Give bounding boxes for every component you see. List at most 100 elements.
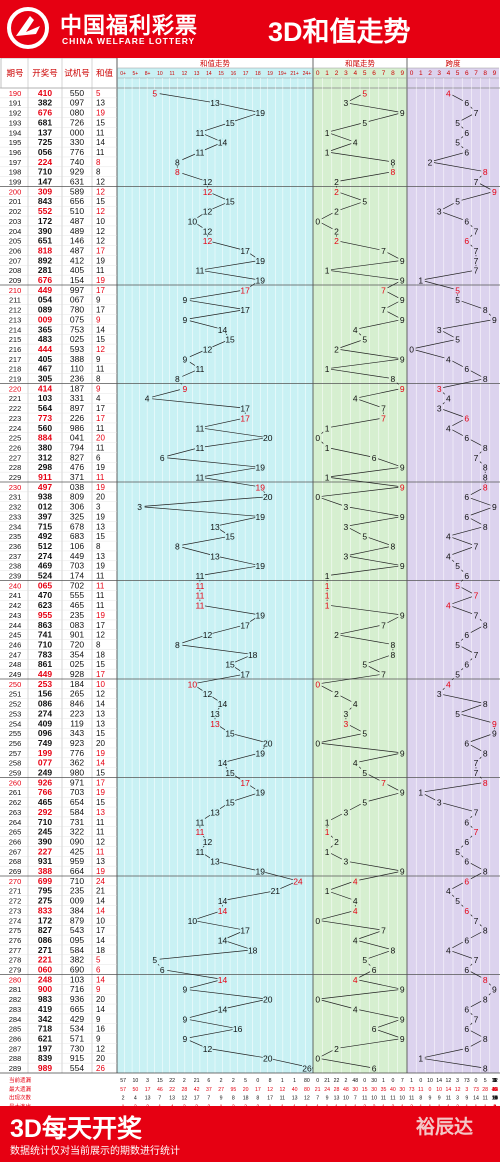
span-mark: 6 bbox=[464, 1024, 469, 1034]
sum-mark-bg bbox=[142, 394, 153, 403]
sum-mark-bg bbox=[217, 758, 228, 768]
span-mark: 6 bbox=[464, 817, 469, 827]
test-cell: 322 bbox=[70, 827, 84, 837]
sum-mark-bg bbox=[172, 640, 183, 649]
span-mark-bg bbox=[490, 729, 499, 738]
span-mark: 4 bbox=[446, 423, 451, 433]
sum-cell: 19 bbox=[96, 611, 105, 620]
span-mark-bg bbox=[481, 995, 490, 1004]
stats-value: 35 bbox=[381, 1087, 387, 1093]
tail-mark: 1 bbox=[325, 473, 330, 483]
span-mark-bg bbox=[453, 670, 462, 679]
test-cell: 753 bbox=[70, 324, 84, 334]
issue-cell: 229 bbox=[9, 473, 22, 482]
draw-cell: 483 bbox=[38, 334, 52, 344]
tail-mark: 1 bbox=[325, 886, 330, 896]
sum-cell: 19 bbox=[96, 562, 105, 571]
stats-value: 7 bbox=[207, 1096, 210, 1102]
sum-mark: 19 bbox=[255, 610, 265, 620]
tail-mark: 2 bbox=[334, 1044, 339, 1054]
sum-mark: 19 bbox=[255, 276, 265, 286]
stats-value: 12 bbox=[304, 1096, 310, 1102]
stats-value: 2 bbox=[146, 1104, 149, 1106]
sum-mark-bg bbox=[210, 807, 220, 817]
sum-mark: 11 bbox=[196, 147, 205, 157]
span-mark: 7 bbox=[474, 955, 479, 965]
stats-value: 9 bbox=[429, 1096, 432, 1102]
span-mark-bg bbox=[435, 689, 444, 699]
tail-mark-bg bbox=[398, 610, 407, 620]
span-mark-bg bbox=[472, 955, 480, 965]
test-cell: 726 bbox=[70, 117, 84, 127]
sum-cell: 11 bbox=[96, 828, 105, 837]
span-mark: 6 bbox=[464, 128, 469, 138]
stats-value: 12 bbox=[267, 1087, 273, 1093]
test-cell: 235 bbox=[70, 886, 84, 896]
stats-value: 15 bbox=[492, 1096, 498, 1102]
span-mark-bg bbox=[462, 1024, 471, 1034]
stats-value: 30 bbox=[371, 1087, 377, 1093]
tail-mark-bg bbox=[388, 167, 397, 177]
tail-mark: 1 bbox=[325, 581, 330, 591]
sum-mark-bg bbox=[240, 670, 251, 679]
draw-cell: 248 bbox=[38, 974, 52, 984]
sum-cell: 19 bbox=[96, 749, 105, 758]
span-mark-bg bbox=[462, 98, 471, 108]
tail-mark: 9 bbox=[400, 867, 405, 877]
draw-cell: 419 bbox=[38, 1004, 52, 1014]
span-mark-bg bbox=[472, 610, 480, 620]
draw-cell: 086 bbox=[38, 935, 52, 945]
sum-cell: 20 bbox=[96, 493, 105, 502]
sum-mark: 11 bbox=[196, 128, 205, 138]
sum-mark-bg bbox=[202, 177, 213, 186]
sum-cell: 3 bbox=[96, 503, 101, 512]
sum-cell: 14 bbox=[96, 936, 105, 945]
tail-col-header: 2 bbox=[335, 70, 339, 77]
draw-cell: 861 bbox=[38, 659, 52, 669]
sum-mark: 12 bbox=[203, 689, 213, 699]
sum-cell: 8 bbox=[96, 375, 101, 384]
sum-mark-bg bbox=[217, 935, 228, 945]
tail-mark-bg bbox=[323, 581, 332, 590]
stats-value: 4 bbox=[134, 1096, 137, 1102]
draw-cell: 274 bbox=[38, 551, 52, 561]
stats-label: 出现次数 bbox=[9, 1094, 32, 1102]
tail-mark: 7 bbox=[381, 620, 386, 630]
slogan: 3D每天开奖 bbox=[10, 1115, 142, 1143]
tail-mark-bg bbox=[398, 295, 407, 305]
sum-cell: 19 bbox=[96, 788, 105, 797]
tail-mark-bg bbox=[323, 886, 332, 896]
tail-mark-bg bbox=[323, 147, 332, 157]
issue-cell: 269 bbox=[9, 867, 22, 876]
tail-mark-bg bbox=[388, 640, 397, 649]
sum-mark: 12 bbox=[203, 187, 213, 197]
span-mark-bg bbox=[472, 1014, 480, 1024]
stats-value: 1 bbox=[354, 1104, 357, 1106]
sum-mark-bg bbox=[194, 817, 205, 827]
draw-cell: 741 bbox=[38, 630, 52, 640]
test-cell: 665 bbox=[70, 1004, 84, 1014]
group-header-1: 和尾走势 bbox=[345, 58, 375, 68]
sum-mark: 19 bbox=[255, 561, 265, 571]
sum-mark: 12 bbox=[203, 837, 213, 847]
sum-mark: 8 bbox=[175, 541, 180, 551]
draw-cell: 783 bbox=[38, 649, 52, 659]
draw-cell: 623 bbox=[38, 600, 52, 610]
tail-mark: 5 bbox=[362, 197, 367, 207]
span-mark: 6 bbox=[464, 660, 469, 670]
span-col-header: 3 bbox=[437, 70, 441, 77]
tail-mark: 8 bbox=[391, 157, 396, 167]
stats-value: 1 bbox=[293, 1104, 296, 1106]
stats-value: 13 bbox=[334, 1096, 340, 1102]
draw-cell: 414 bbox=[38, 383, 52, 393]
tail-mark: 8 bbox=[391, 945, 396, 955]
test-cell: 154 bbox=[70, 275, 84, 285]
issue-cell: 279 bbox=[9, 966, 22, 975]
stats-value: 10 bbox=[436, 1087, 442, 1093]
issue-cell: 201 bbox=[9, 197, 22, 206]
draw-cell: 365 bbox=[38, 324, 52, 334]
stats-value: 11 bbox=[280, 1096, 285, 1102]
span-mark: 5 bbox=[455, 581, 460, 591]
sum-mark: 11 bbox=[196, 847, 205, 857]
stats-value: 2 bbox=[122, 1096, 125, 1102]
